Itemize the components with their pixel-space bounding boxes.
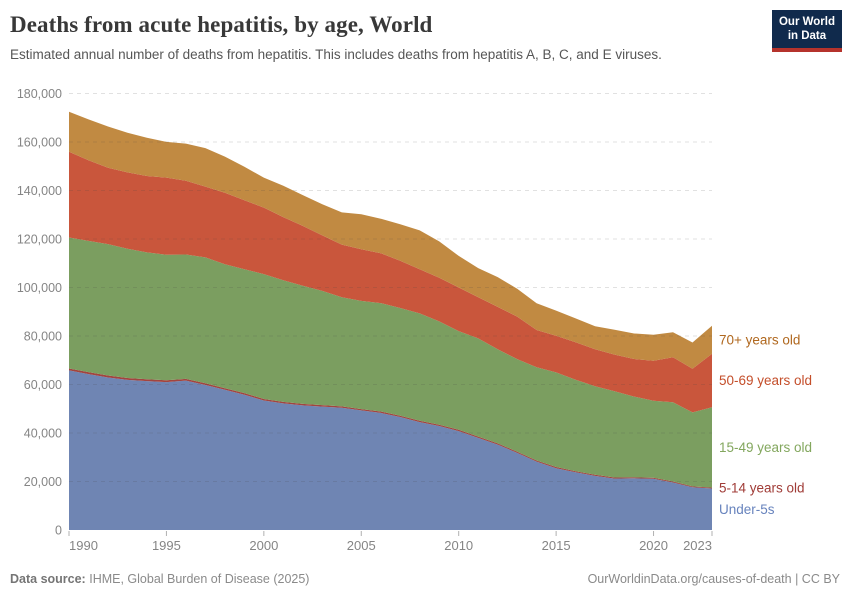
area-70-plus-years-old[interactable] xyxy=(69,111,712,369)
area-15-49-years-old[interactable] xyxy=(69,237,712,488)
y-axis-tick-label: 140,000 xyxy=(17,184,62,198)
y-axis-tick-label: 120,000 xyxy=(17,233,62,247)
owid-logo-line1: Our World xyxy=(778,16,835,28)
legend-label-under-5s[interactable]: Under-5s xyxy=(719,502,775,517)
x-axis-tick-label: 1995 xyxy=(152,538,181,553)
data-source-label: Data source: xyxy=(10,572,86,586)
legend-label-5-14-years-old[interactable]: 5-14 years old xyxy=(719,481,805,496)
y-axis-tick-label: 0 xyxy=(55,524,62,538)
y-axis-tick-label: 60,000 xyxy=(24,378,62,392)
area-under-5s[interactable] xyxy=(69,370,712,530)
x-axis-tick-label: 2015 xyxy=(542,538,571,553)
x-axis-tick-label: 2000 xyxy=(249,538,278,553)
y-axis-tick-label: 160,000 xyxy=(17,136,62,150)
legend-label-15-49-years-old[interactable]: 15-49 years old xyxy=(719,440,812,455)
owid-logo-line2: in Data xyxy=(787,29,827,42)
area-50-69-years-old[interactable] xyxy=(69,151,712,413)
y-axis-tick-label: 40,000 xyxy=(24,427,62,441)
y-axis-tick-label: 80,000 xyxy=(24,330,62,344)
page-subtitle: Estimated annual number of deaths from h… xyxy=(10,47,662,62)
chart-header: Deaths from acute hepatitis, by age, Wor… xyxy=(10,12,770,62)
chart-footer: Data source: IHME, Global Burden of Dise… xyxy=(10,572,840,586)
y-axis-tick-label: 20,000 xyxy=(24,475,62,489)
owid-logo[interactable]: Our World in Data xyxy=(771,10,842,52)
x-axis-tick-label: 2020 xyxy=(639,538,668,553)
x-axis-tick-label: 2023 xyxy=(683,538,712,553)
credit-link[interactable]: OurWorldinData.org/causes-of-death | CC … xyxy=(587,572,840,586)
y-axis-tick-label: 180,000 xyxy=(17,87,62,101)
x-axis-tick-label: 1990 xyxy=(69,538,98,553)
y-axis-tick-label: 100,000 xyxy=(17,281,62,295)
data-source-value: IHME, Global Burden of Disease (2025) xyxy=(89,572,310,586)
data-source-text: Data source: IHME, Global Burden of Dise… xyxy=(10,572,309,586)
legend-label-70-plus-years-old[interactable]: 70+ years old xyxy=(719,332,800,347)
legend-label-50-69-years-old[interactable]: 50-69 years old xyxy=(719,373,812,388)
x-axis-tick-label: 2005 xyxy=(347,538,376,553)
x-axis-tick-label: 2010 xyxy=(444,538,473,553)
page-title: Deaths from acute hepatitis, by age, Wor… xyxy=(10,12,433,37)
